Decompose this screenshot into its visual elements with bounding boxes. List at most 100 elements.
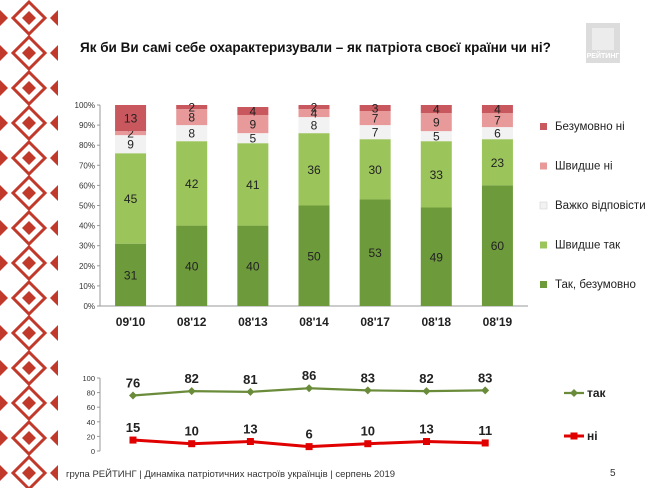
bar-data-label: 7 bbox=[372, 112, 379, 126]
line-data-label: 81 bbox=[243, 372, 257, 387]
bar-data-label: 13 bbox=[124, 112, 138, 126]
ornament-center bbox=[22, 396, 36, 410]
ornament-edge-right bbox=[50, 465, 58, 481]
ornament-edge-right bbox=[50, 360, 58, 376]
page-title: Як би Ви самі себе охарактеризували – як… bbox=[80, 40, 551, 55]
bar-x-tick-label: 08'18 bbox=[422, 315, 452, 329]
bar-data-label: 60 bbox=[491, 239, 505, 253]
line-data-label: 83 bbox=[361, 370, 375, 385]
bar-data-label: 45 bbox=[124, 192, 138, 206]
bar-x-tick-label: 08'14 bbox=[299, 315, 329, 329]
ornament-edge-right bbox=[50, 395, 58, 411]
bar-y-tick-label: 50% bbox=[79, 202, 95, 211]
line-y-tick-label: 0 bbox=[91, 447, 95, 456]
bar-x-tick-label: 08'13 bbox=[238, 315, 268, 329]
bar-data-label: 8 bbox=[311, 119, 318, 133]
bar-legend-label: Швидше ні bbox=[555, 161, 613, 173]
bar-legend-label: Так, безумовно bbox=[555, 279, 636, 291]
bar-segment bbox=[237, 115, 269, 134]
line-data-label: 83 bbox=[478, 370, 492, 385]
bar-y-tick-label: 0% bbox=[83, 302, 95, 311]
bar-data-label: 5 bbox=[433, 130, 440, 144]
ornament-diamond bbox=[10, 419, 48, 457]
bar-segment bbox=[298, 133, 330, 206]
bar-segment bbox=[298, 109, 330, 118]
bar-x-tick-label: 09'10 bbox=[116, 315, 146, 329]
bar-legend-swatch bbox=[540, 123, 547, 130]
logo-mark-icon bbox=[592, 28, 614, 50]
ornament-diamond bbox=[10, 314, 48, 352]
line-y-tick-label: 60 bbox=[87, 403, 95, 412]
bar-data-label: 36 bbox=[307, 163, 321, 177]
bar-x-tick-label: 08'12 bbox=[177, 315, 207, 329]
bar-segment bbox=[481, 105, 513, 114]
line-point-marker bbox=[364, 440, 372, 448]
bar-x-tick-label: 08'19 bbox=[483, 315, 513, 329]
ornament-edge-right bbox=[50, 185, 58, 201]
bar-y-tick-label: 40% bbox=[79, 222, 95, 231]
ornament-diamond bbox=[10, 454, 48, 488]
line-point-marker bbox=[481, 386, 490, 395]
bar-data-label: 41 bbox=[246, 178, 260, 192]
bar-segment bbox=[115, 135, 147, 154]
ornament-edge-right bbox=[50, 255, 58, 271]
bar-y-tick-label: 100% bbox=[75, 101, 95, 110]
bar-segment bbox=[298, 205, 330, 306]
ornament-edge-left bbox=[0, 150, 8, 166]
ornament-edge-right bbox=[50, 10, 58, 26]
footer-text: група РЕЙТИНГ | Динаміка патріотичних на… bbox=[66, 469, 396, 480]
bar-segment bbox=[115, 131, 147, 136]
ornament-center bbox=[22, 186, 36, 200]
bar-segment bbox=[176, 125, 208, 142]
bar-segment bbox=[115, 105, 147, 132]
bar-data-label: 8 bbox=[188, 111, 195, 125]
bar-segment bbox=[481, 113, 513, 128]
ornament-center bbox=[22, 11, 36, 25]
line-y-tick-label: 20 bbox=[87, 432, 95, 441]
ornament-center bbox=[22, 291, 36, 305]
bar-legend-label: Безумовно ні bbox=[555, 121, 625, 133]
bar-segment bbox=[237, 225, 269, 306]
ornament-edge-right bbox=[50, 220, 58, 236]
bar-data-label: 23 bbox=[491, 156, 505, 170]
bar-data-label: 5 bbox=[250, 132, 257, 146]
bar-data-label: 9 bbox=[127, 138, 134, 152]
line-data-label: 6 bbox=[305, 427, 312, 442]
bar-data-label: 30 bbox=[368, 163, 382, 177]
ornament-diamond bbox=[10, 209, 48, 247]
bar-segment bbox=[359, 111, 391, 126]
page-number: 5 bbox=[610, 468, 616, 479]
bar-data-label: 50 bbox=[307, 249, 321, 263]
ornament-edge-right bbox=[50, 430, 58, 446]
ornament-edge-left bbox=[0, 255, 8, 271]
bar-data-label: 3 bbox=[372, 102, 379, 116]
line-legend-label: ні bbox=[587, 429, 598, 443]
bar-segment bbox=[176, 141, 208, 226]
bar-x-tick-label: 08'17 bbox=[360, 315, 390, 329]
bar-data-label: 33 bbox=[430, 168, 444, 182]
ornament-diamond bbox=[10, 104, 48, 142]
ornament-border bbox=[0, 0, 58, 488]
ornament-diamond bbox=[10, 244, 48, 282]
bar-data-label: 4 bbox=[250, 105, 257, 119]
bar-data-label: 40 bbox=[246, 259, 260, 273]
bar-data-label: 6 bbox=[494, 127, 501, 141]
ornament-edge-left bbox=[0, 360, 8, 376]
ornament-edge-left bbox=[0, 45, 8, 61]
ornament-diamond bbox=[10, 0, 48, 37]
rating-logo: РЕЙТИНГ bbox=[586, 23, 620, 63]
bar-y-tick-label: 10% bbox=[79, 282, 95, 291]
line-point-marker bbox=[305, 443, 313, 451]
line-legend-marker bbox=[570, 389, 578, 397]
ornament-diamond bbox=[10, 349, 48, 387]
ornament-edge-right bbox=[50, 45, 58, 61]
ornament-diamond bbox=[10, 174, 48, 212]
ornament-center bbox=[22, 431, 36, 445]
bar-data-label: 42 bbox=[185, 177, 199, 191]
ornament-diamond bbox=[10, 384, 48, 422]
bar-data-label: 49 bbox=[430, 250, 444, 264]
ornament-center bbox=[22, 466, 36, 480]
line-point-marker bbox=[423, 438, 430, 446]
line-point-marker bbox=[305, 384, 314, 393]
